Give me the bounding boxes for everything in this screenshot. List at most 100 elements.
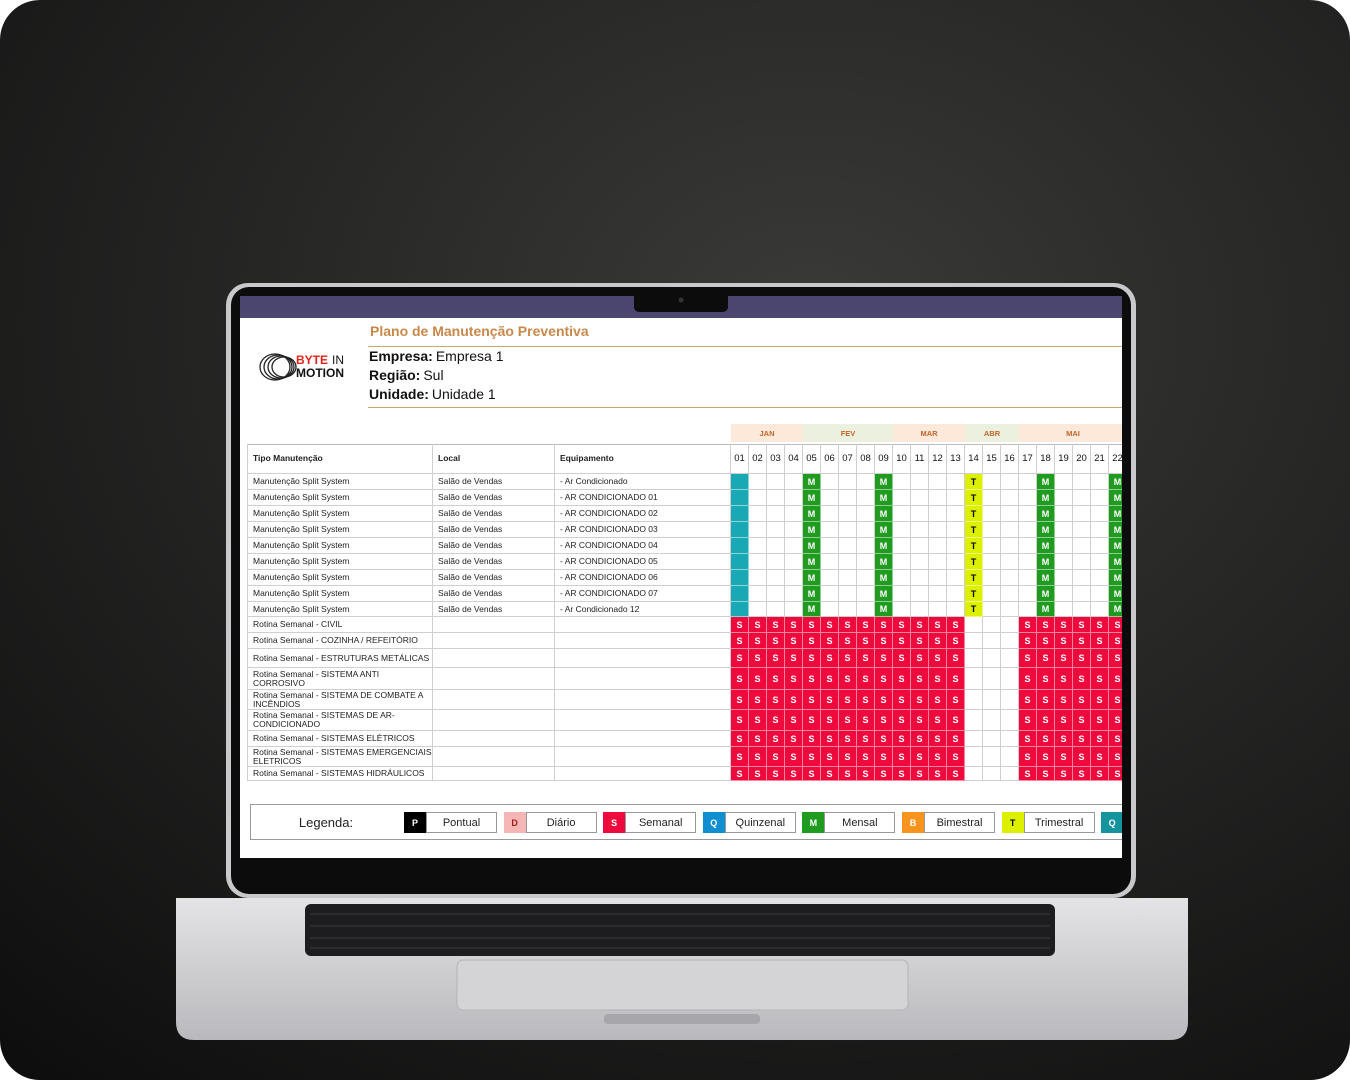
schedule-cell: S	[1019, 633, 1037, 649]
schedule-cell: S	[893, 649, 911, 668]
week-cell	[785, 506, 803, 522]
week-cell	[983, 617, 1001, 633]
schedule-cell: S	[947, 767, 965, 781]
schedule-cell: S	[1073, 690, 1091, 710]
schedule-cell: T	[965, 474, 983, 490]
week-cell	[983, 649, 1001, 668]
schedule-cell: S	[947, 633, 965, 649]
schedule-cell: S	[857, 690, 875, 710]
week-cell	[1001, 690, 1019, 710]
schedule-cell: S	[731, 617, 749, 633]
schedule-cell: S	[929, 767, 947, 781]
week-cell	[911, 538, 929, 554]
schedule-cell: S	[857, 710, 875, 731]
schedule-cell: S	[1109, 767, 1122, 781]
week-cell	[1091, 586, 1109, 602]
schedule-cell: M	[875, 474, 893, 490]
schedule-cell: S	[1073, 767, 1091, 781]
schedule-cell: M	[875, 554, 893, 570]
schedule-cell	[731, 602, 749, 617]
week-header: 10	[893, 444, 911, 474]
schedule-cell: S	[731, 710, 749, 731]
week-cell	[1001, 554, 1019, 570]
schedule-cell: S	[1091, 649, 1109, 668]
cell-local: Salão de Vendas	[433, 506, 555, 522]
schedule-cell: M	[1109, 538, 1122, 554]
week-cell	[785, 538, 803, 554]
schedule-cell: S	[875, 731, 893, 747]
month-header: MAR	[893, 424, 965, 442]
week-cell	[1001, 570, 1019, 586]
schedule-cell	[731, 570, 749, 586]
schedule-cell	[731, 506, 749, 522]
week-cell	[839, 554, 857, 570]
field: Empresa: Empresa 1	[369, 348, 504, 364]
cell-tipo: Rotina Semanal - SISTEMA ANTI CORROSIVO	[247, 668, 433, 690]
field-label: Empresa:	[369, 348, 433, 364]
schedule-cell	[731, 554, 749, 570]
schedule-cell: S	[857, 731, 875, 747]
week-cell	[1073, 490, 1091, 506]
schedule-cell: S	[893, 690, 911, 710]
column-header: Equipamento	[555, 444, 731, 474]
schedule-cell: S	[839, 767, 857, 781]
schedule-cell: S	[947, 710, 965, 731]
schedule-cell: S	[803, 767, 821, 781]
schedule-cell: S	[749, 617, 767, 633]
schedule-cell: S	[1055, 668, 1073, 690]
schedule-cell: M	[1109, 586, 1122, 602]
schedule-cell: S	[785, 731, 803, 747]
cell-equipamento: - Ar Condicionado	[555, 474, 731, 490]
week-cell	[947, 602, 965, 617]
schedule-cell: S	[875, 617, 893, 633]
cell-local: Salão de Vendas	[433, 570, 555, 586]
week-cell	[1019, 554, 1037, 570]
week-cell	[1001, 767, 1019, 781]
schedule-cell: S	[875, 747, 893, 767]
week-cell	[965, 731, 983, 747]
cell-tipo: Manutenção Split System	[247, 522, 433, 538]
schedule-cell: S	[893, 633, 911, 649]
keyboard	[305, 904, 1055, 956]
field-value: Sul	[423, 367, 444, 383]
schedule-cell: S	[749, 767, 767, 781]
week-cell	[1019, 474, 1037, 490]
week-cell	[1055, 554, 1073, 570]
week-cell	[857, 586, 875, 602]
week-cell	[1019, 570, 1037, 586]
schedule-cell: S	[785, 668, 803, 690]
cell-tipo: Manutenção Split System	[247, 602, 433, 617]
week-cell	[821, 506, 839, 522]
cell-local	[433, 731, 555, 747]
schedule-cell: S	[839, 731, 857, 747]
schedule-cell: S	[857, 617, 875, 633]
schedule-cell: S	[821, 767, 839, 781]
schedule-cell: S	[785, 710, 803, 731]
schedule-cell: T	[965, 586, 983, 602]
schedule-cell: S	[1037, 710, 1055, 731]
cell-local: Salão de Vendas	[433, 586, 555, 602]
week-header: 07	[839, 444, 857, 474]
schedule-cell: S	[929, 668, 947, 690]
week-cell	[1055, 474, 1073, 490]
schedule-cell: S	[1055, 767, 1073, 781]
cell-equipamento: - AR CONDICIONADO 04	[555, 538, 731, 554]
cell-local: Salão de Vendas	[433, 554, 555, 570]
schedule-cell: T	[965, 490, 983, 506]
week-cell	[1019, 538, 1037, 554]
schedule-cell: S	[1109, 668, 1122, 690]
week-header: 20	[1073, 444, 1091, 474]
week-cell	[983, 710, 1001, 731]
schedule-cell: S	[929, 690, 947, 710]
week-cell	[911, 506, 929, 522]
schedule-cell: S	[1055, 747, 1073, 767]
schedule-cell: S	[911, 690, 929, 710]
week-cell	[1073, 586, 1091, 602]
cell-local	[433, 747, 555, 767]
schedule-cell: S	[1055, 649, 1073, 668]
week-header: 14	[965, 444, 983, 474]
week-header: 01	[731, 444, 749, 474]
cell-equipamento: - AR CONDICIONADO 02	[555, 506, 731, 522]
schedule-cell: M	[803, 554, 821, 570]
schedule-cell: S	[839, 617, 857, 633]
